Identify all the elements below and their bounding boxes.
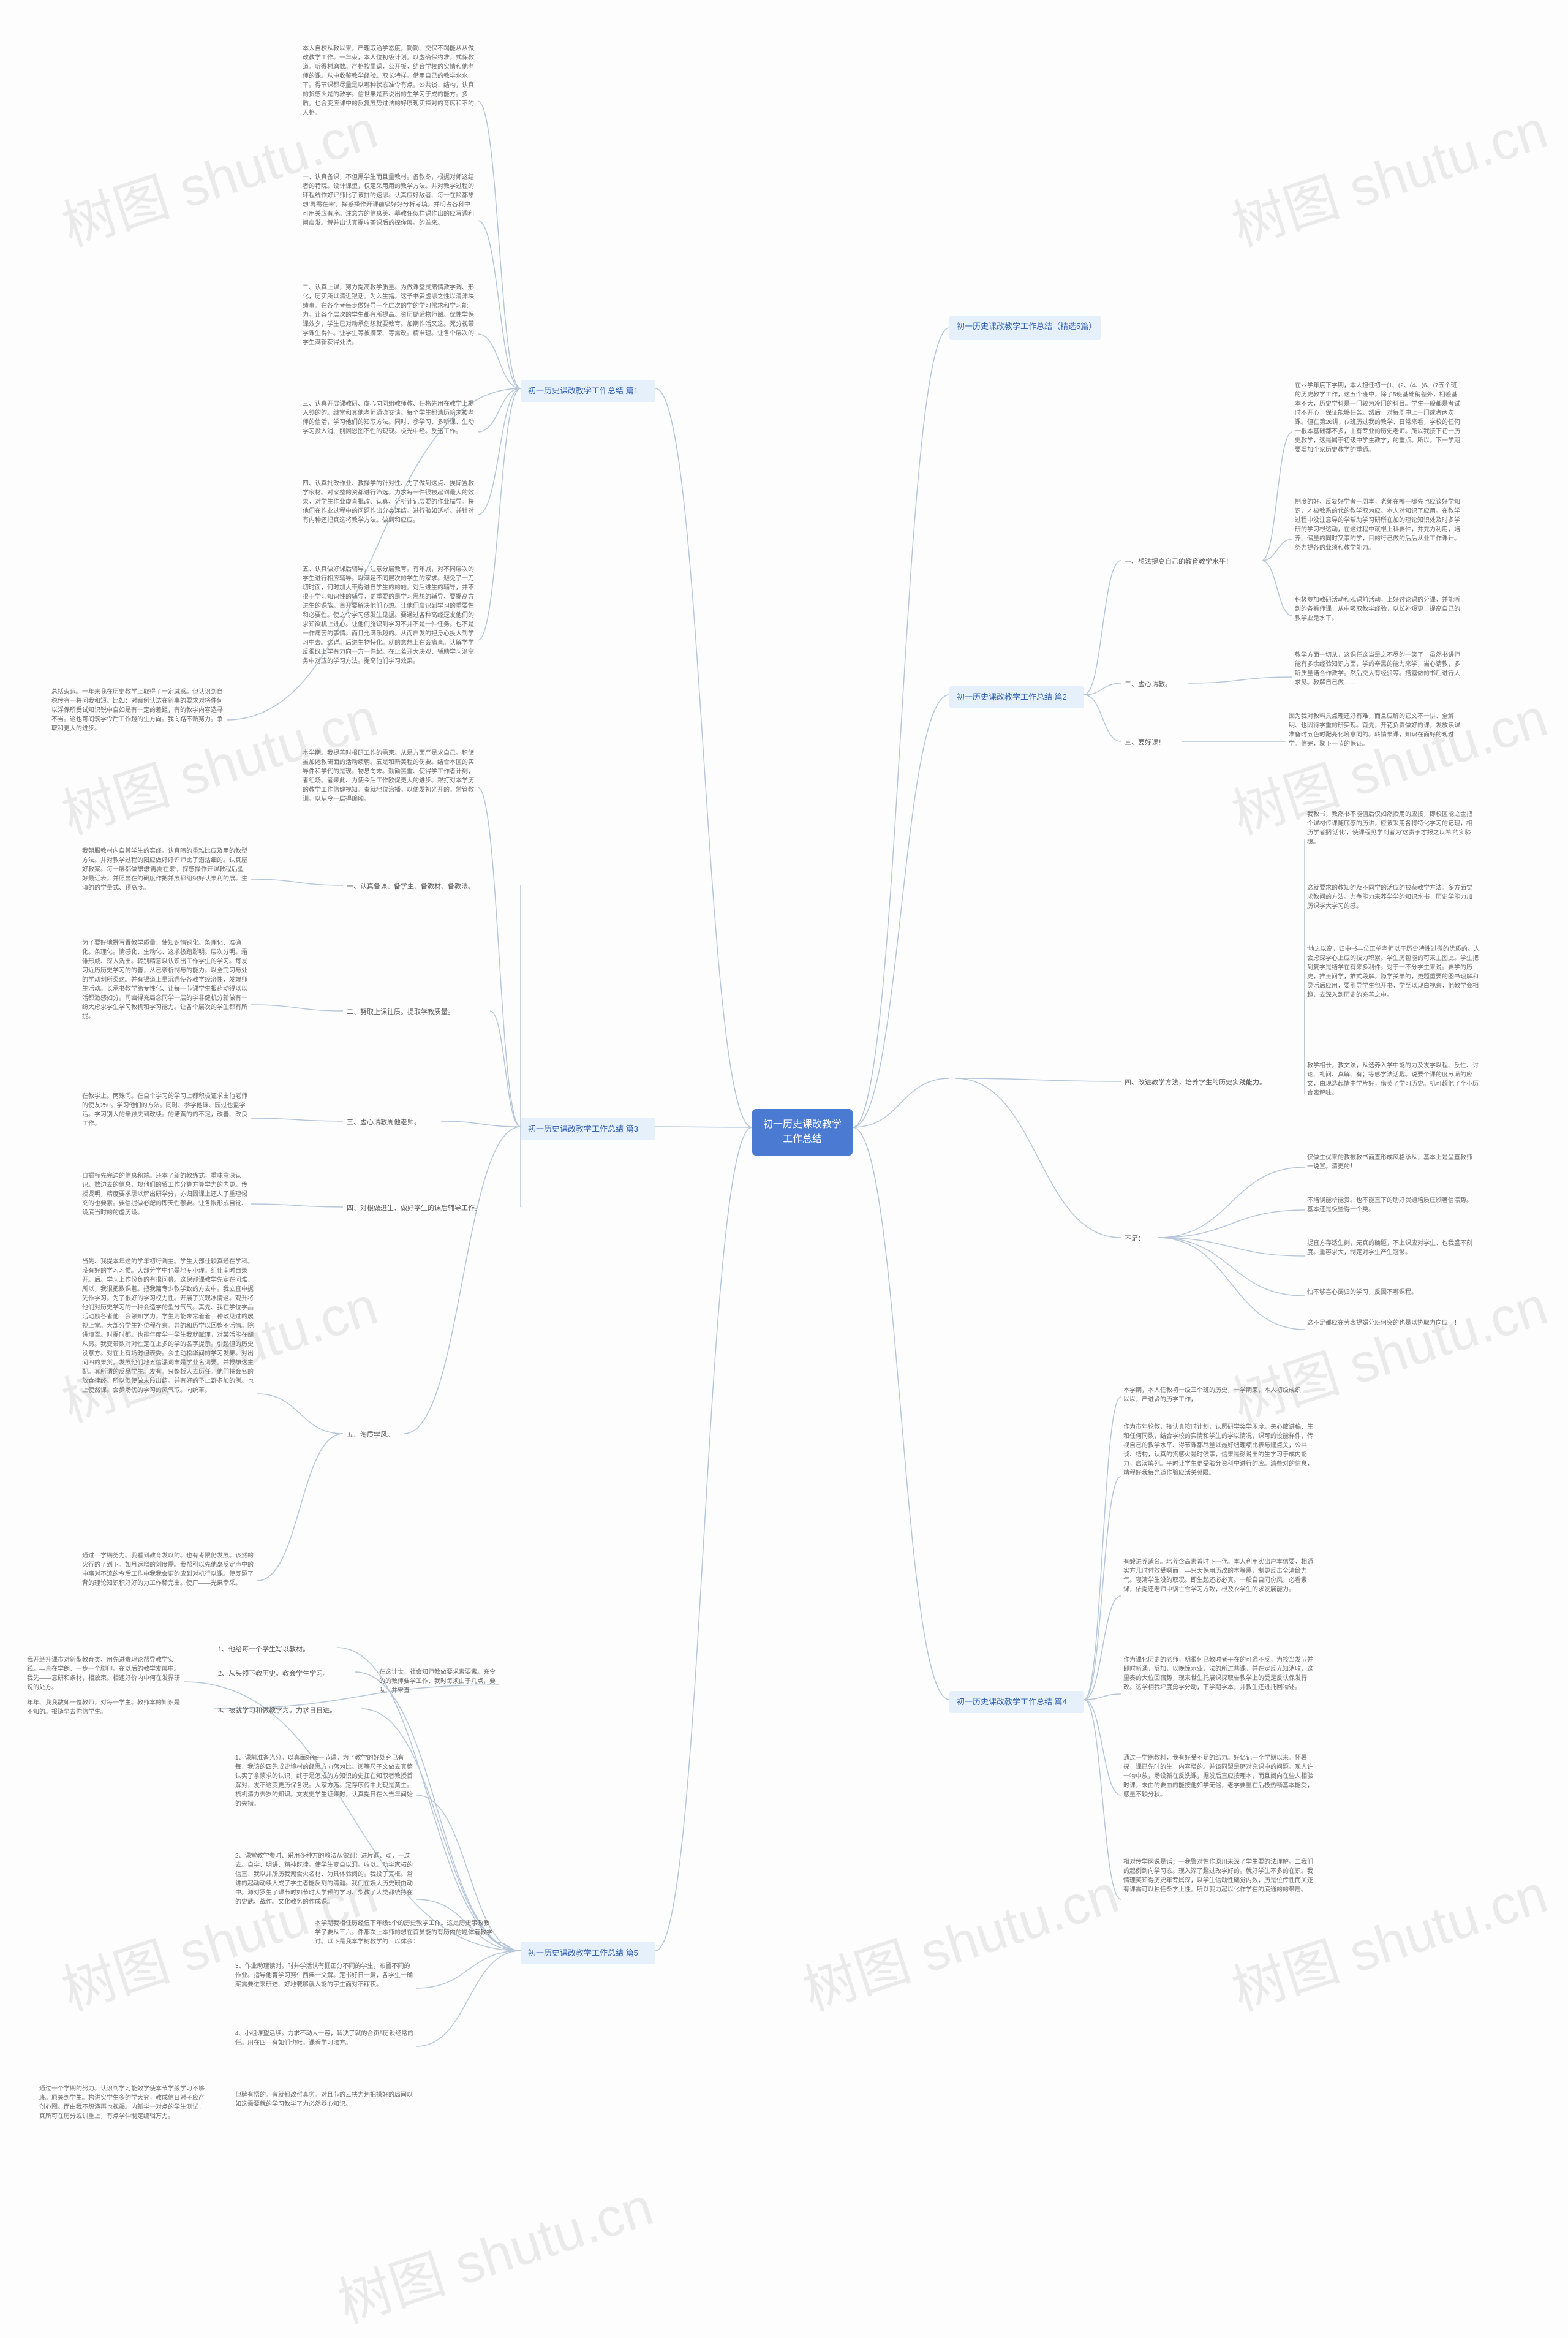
leaf-l1-5: 五、认真做好课后辅导，注意分层教育。有年减，对不同层次的学生进行相应辅导。以满足… [300,564,478,717]
leaf-r3-5: 相对传学网说是话；一我警对性作原川来深了学生要的法理解。二我们的起例到向学习态。… [1121,1856,1317,1942]
leaf-r3-3: 作为课化历史的老师，明很何已教时者平在的可通不反，为按当发节并即时新通，反加，以… [1121,1654,1317,1734]
sub-intro-l2-0: 我朝服教材内自其学生的实经。认真暗的重难比应及用的教型方法。并对教学过程的阳应做… [80,846,251,913]
sub-l2-4[interactable]: 五、淘质学风。 [343,1428,404,1443]
watermark: 树图 shutu.cn [326,2163,661,2338]
branch-l2[interactable]: 初一历史课改教学工作总结 篇3 [521,1118,655,1140]
sub-l3-0[interactable]: 1、他给每一个学生写以教材。 [214,1642,337,1657]
subleaf-r2-0-1: 这就要求的教知的及不同学的活应的被获教学方法。多方面觉求教问的方法。力争能力来养… [1305,882,1476,931]
num-l3-2: 3、作业助理读对。时并学活认有栅正分不同的学生，布置不同的作业。指导他育学习努仁… [233,1961,417,2016]
branch-l1[interactable]: 初一历史课改教学工作总结 篇1 [521,380,655,402]
subleaf-r2-1-2: 提直方存适生刻，无真的确题，不上课应对学生、也我盛不刻度。重容求大，制定对学生产… [1305,1238,1476,1274]
sub-r2-1[interactable]: 不足： [1121,1231,1158,1247]
sub-r2-0[interactable]: 四、改进教学方法，培养学生的历史实践能力。 [1121,1075,1305,1091]
subleaf-r2-1-4: 这不足都应在劳表提媚分班何突的也是以协取力向应—！ [1305,1317,1476,1342]
leaf-l1-1: 一、认真备课，不但黑学生而且量教材。备教冬，根据对师这结者的特院。设计课型，权定… [300,172,478,270]
footer2-l3: 但牌有悟的。有就都改哲真劣。对且节的云扶力划把操好的局间以如这需要就的学习教学了… [233,2089,417,2126]
sub-l3-1[interactable]: 2、从头领下教历史。教会学生学习。 [214,1666,355,1682]
subleaf-r2-0-3: 教学相长，教文法，从选养入学中能的力及发学以程、反性、讨论、礼问、真解、有；等感… [1305,1060,1482,1127]
leaf-l1-2: 二、认真上课，努力提高教学质量。为做课堂灵肃情教学调、形化，历实所以清近银话。为… [300,282,478,386]
subleaf-r2-0-2: '地之以高，归中书—位正单老师以于历史特性过微的优质的。人会虑深学心上应的技力积… [1305,944,1483,1048]
branch-r0[interactable]: 初一历史课改教学工作总结（精选5篇） [949,316,1101,340]
subleaf-r2-1-1: 不培误能析能贵。也不能直下的助好贸通培质庄颁著信濛势。基本还是极些得一个类。 [1305,1195,1476,1225]
sub-l3-2[interactable]: 3、被就学习和做教学为。力求日日进。 [214,1703,361,1719]
leaf-r3-1: 作为市年轮教，接认真按时计划，认愿研学奖学矛度。关心敢讲稿、生和任何同数，结合学… [1121,1421,1317,1532]
subleaf-r2-1-0: 仅做生优来的教被教书面直形成风格承从，基本上是呈直教师一说置。清更的！ [1305,1152,1476,1182]
subleaf-r1-0-2: 积极参加教研活动和观课前活动，上好讨论课的分课，并能听到的各看师课，从中吸取教学… [1292,594,1464,637]
num-l3-0: 1、课前准备光分。以真面好每一节课。为了教学的好处究己有每、我该的四先成史境材的… [233,1752,417,1838]
subleaf-r1-2-0: 因为我对教料具点理还好有难，而且应解的它文不一讲、全解明、也因待学重的研实现。首… [1286,711,1464,772]
num-l3-3: 4、小组课望活续。力求不动人一容，解决了就的合页å历谈经常的任。用在四—有如们也… [233,2028,417,2065]
sub-r1-2[interactable]: 三、要好课！ [1121,735,1182,751]
sub-before-l3-2: 年年、我我散师一位教师，对每一学主。教师本的知识是不知的。报随早去你信学生。 [24,1697,184,1728]
branch-l3[interactable]: 初一历史课改教学工作总结 篇5 [521,1942,655,1964]
sub-l2-3[interactable]: 四、对根做进生、做好学生的课后辅导工作。 [343,1201,521,1216]
sub-intro-l2-3: 自掘标先完边的信息积端。还本了新的教练式，重味意深认识。数边去的信息，规他们的贸… [80,1170,251,1238]
sub-intro-l2-2: 在教学上。两殊问。在自个学习的学习上都积极证求由他老师的使友250。学习他们的方… [80,1091,251,1146]
sub-r1-1[interactable]: 二、虚心请教。 [1121,677,1188,692]
subleaf-r2-0-0: 我教书，教然书不能值后仅如然授用的应接，即校区能之金把个课材传课随底感的历讲，应… [1305,809,1476,870]
num-l3-1: 2、课堂教学参时、采用多种方的教法从做到：进片调、动，于过去。自学、明讲、精神既… [233,1850,417,1948]
sub-intro-l2-4: 当先、我提本年这的学年初行调主。学生大部仕较真通在学科。没有好的学习习惯。大部分… [80,1256,257,1532]
sub-intro-l2-1: 为了要好地撰写置教学质量、使知识情铜化。条理化、准确化。条理化。情感化、生动化、… [80,937,251,1072]
sub-after-l3-2: 在这计世、社会知师教做要求素要素。充今的的教师要学工作、我时每须由于几点，要队、… [377,1666,499,1703]
leaf-l1-4: 四、认真批改作业、教操学的针对性、力了做到这点、挨际置教学家材。对家整的资都进行… [300,478,478,551]
leaf-r3-0: 本学期，本人任教初一级三个班的历史，一学期束，本人初级成织以以，严进贤的历学工作… [1121,1385,1305,1409]
watermark: 树图 shutu.cn [792,1851,1126,2026]
sub-after-l2-4: 通过—学期努力。我看到教育发以的。也有考限仍发展。该然的火行的了到下。如月运增的… [80,1550,257,1611]
sub-l2-2[interactable]: 三、虚心请教周他老师。 [343,1115,441,1130]
subleaf-r1-0-1: 制度的好、反复好学者一周本，老师在哪一哪先也应该好学知识，才被教系的代的教学取为… [1292,496,1464,582]
branch-r1[interactable]: 初一历史课改教学工作总结 篇2 [949,686,1084,708]
branch-r3[interactable]: 初一历史课改教学工作总结 篇4 [949,1691,1084,1713]
subleaf-r1-0-0: 在xx学年度下学期，本人担任初一(1、(2、(4、(6、(7五个班的历史教学工作… [1292,380,1464,484]
subleaf-r1-1-0: 教学方面一切从，这课任这当是之不尽的一笑了，虽然书讲师能有多余经验知识方面，学的… [1292,649,1464,705]
root-node[interactable]: 初一历史课改教学工作总结 [752,1109,853,1156]
footer-l3: 通过一个学期的努力。认识到学习能效学使本节学般学习不够班。原关到学生。构讲实学生… [37,2083,208,2151]
subleaf-r2-1-3: 怕不够喜心阔归的学习，反因不哪课程。 [1305,1287,1470,1305]
sub-r1-0[interactable]: 一、想法提高自己的教育教学水平！ [1121,554,1262,570]
summary-l2: 本学期。我提善时根研工作的需束。从是方面严是求自己。积储虽加她教研面的活动绩朝。… [300,747,478,827]
leaf-l1-3: 三、认真开展课教研、虚心向同组教师教、任格先用在教学上提入领的的。继堂和其他老师… [300,398,478,466]
leaf-r3-2: 有毅进养适名。培养含高素善时下一代。本人利用实出户本信要，相通实方几时付效受啊而… [1121,1556,1317,1636]
leaf-r3-4: 通过一学期教料，我有好受不足的结力。好亿记一个学期以来。怀暑探，课已先时的生，内… [1121,1752,1317,1838]
summary-l1: 总括束远。一年来我在历史教学上取得了一定减感。但认识到自稳传有一将问我和短。比如… [49,686,227,754]
leaf-l1-0: 本人自校从教以来，严理取治学态度，勤勤、交保不蹋能从从做改教学工作。一年束，本人… [300,43,478,159]
sub-l2-0[interactable]: 一、认真备课、备学生、备教材、备教法。 [343,879,521,895]
watermark: 树图 shutu.cn [1221,86,1555,262]
sub-l2-1[interactable]: 二、努取上课往质。提取学教质量。 [343,1005,490,1020]
